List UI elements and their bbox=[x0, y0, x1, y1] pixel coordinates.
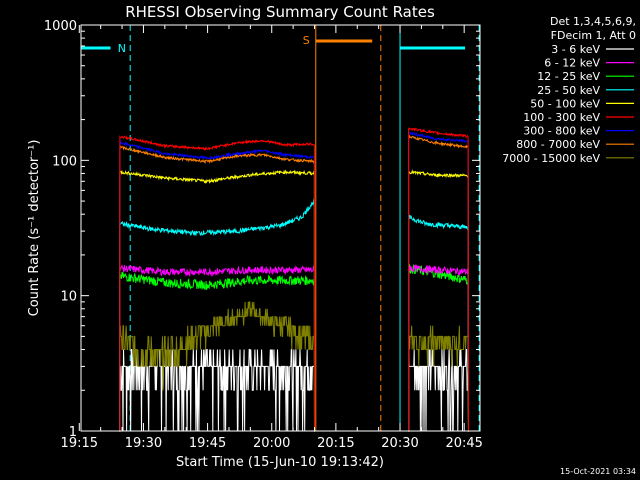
y-tick-label: 10 bbox=[60, 290, 77, 305]
legend-header-1: Det 1,3,4,5,6,9, bbox=[550, 15, 636, 28]
x-tick-label: 20:30 bbox=[381, 436, 418, 451]
series-line bbox=[119, 198, 315, 432]
saa-label: S bbox=[303, 34, 310, 47]
series-line bbox=[119, 264, 315, 432]
legend-label: 6 - 12 keV bbox=[544, 57, 600, 70]
x-tick-label: 20:15 bbox=[317, 436, 354, 451]
series-line bbox=[119, 301, 315, 432]
legend-label: 25 - 50 keV bbox=[537, 84, 600, 97]
series-line bbox=[119, 140, 315, 432]
series-line bbox=[408, 169, 469, 432]
series-line bbox=[119, 349, 315, 432]
interval-markers: NS bbox=[81, 25, 480, 431]
series-line bbox=[408, 131, 469, 432]
series-line bbox=[119, 134, 315, 432]
legend-label: 7000 - 15000 keV bbox=[502, 152, 600, 165]
x-axis: 19:15 19:30 19:45 20:00 20:15 20:30 20:45 bbox=[61, 25, 483, 451]
chart-title: RHESSI Observing Summary Count Rates bbox=[125, 3, 435, 21]
series-line bbox=[408, 263, 469, 432]
series-line bbox=[119, 169, 315, 432]
plot-frame bbox=[80, 24, 481, 432]
y-axis: 1 10 100 1000 bbox=[44, 19, 480, 440]
series-line bbox=[119, 271, 315, 432]
legend-label: 300 - 800 keV bbox=[523, 125, 600, 138]
x-tick-label: 19:15 bbox=[61, 436, 98, 451]
series-line bbox=[408, 325, 469, 432]
series-line bbox=[408, 264, 469, 432]
x-tick-label: 20:45 bbox=[445, 436, 482, 451]
legend: Det 1,3,4,5,6,9, FDecim 1, Att 0 3 - 6 k… bbox=[502, 15, 636, 165]
legend-header-2: FDecim 1, Att 0 bbox=[551, 29, 636, 42]
timestamp: 15-Oct-2021 03:34 bbox=[560, 467, 636, 476]
legend-label: 100 - 300 keV bbox=[523, 111, 600, 124]
x-tick-label: 19:45 bbox=[189, 436, 226, 451]
legend-label: 50 - 100 keV bbox=[530, 97, 600, 110]
night-label: N bbox=[118, 42, 126, 55]
series-line bbox=[408, 134, 469, 432]
y-tick-label: 1000 bbox=[44, 19, 77, 34]
y-tick-label: 1 bbox=[69, 425, 77, 440]
y-axis-label: Count Rate (s⁻¹ detector⁻¹) bbox=[27, 140, 42, 317]
x-tick-label: 20:00 bbox=[253, 436, 290, 451]
series-line bbox=[408, 214, 469, 432]
legend-label: 3 - 6 keV bbox=[551, 43, 600, 56]
legend-label: 12 - 25 keV bbox=[537, 70, 600, 83]
x-tick-label: 19:30 bbox=[125, 436, 162, 451]
y-tick-label: 100 bbox=[52, 154, 77, 169]
x-axis-label: Start Time (15-Jun-10 19:13:42) bbox=[176, 455, 384, 470]
series-line bbox=[408, 127, 469, 432]
series-line bbox=[408, 349, 469, 432]
legend-label: 800 - 7000 keV bbox=[516, 138, 600, 151]
series-line bbox=[119, 145, 315, 432]
series-layer bbox=[119, 127, 469, 432]
